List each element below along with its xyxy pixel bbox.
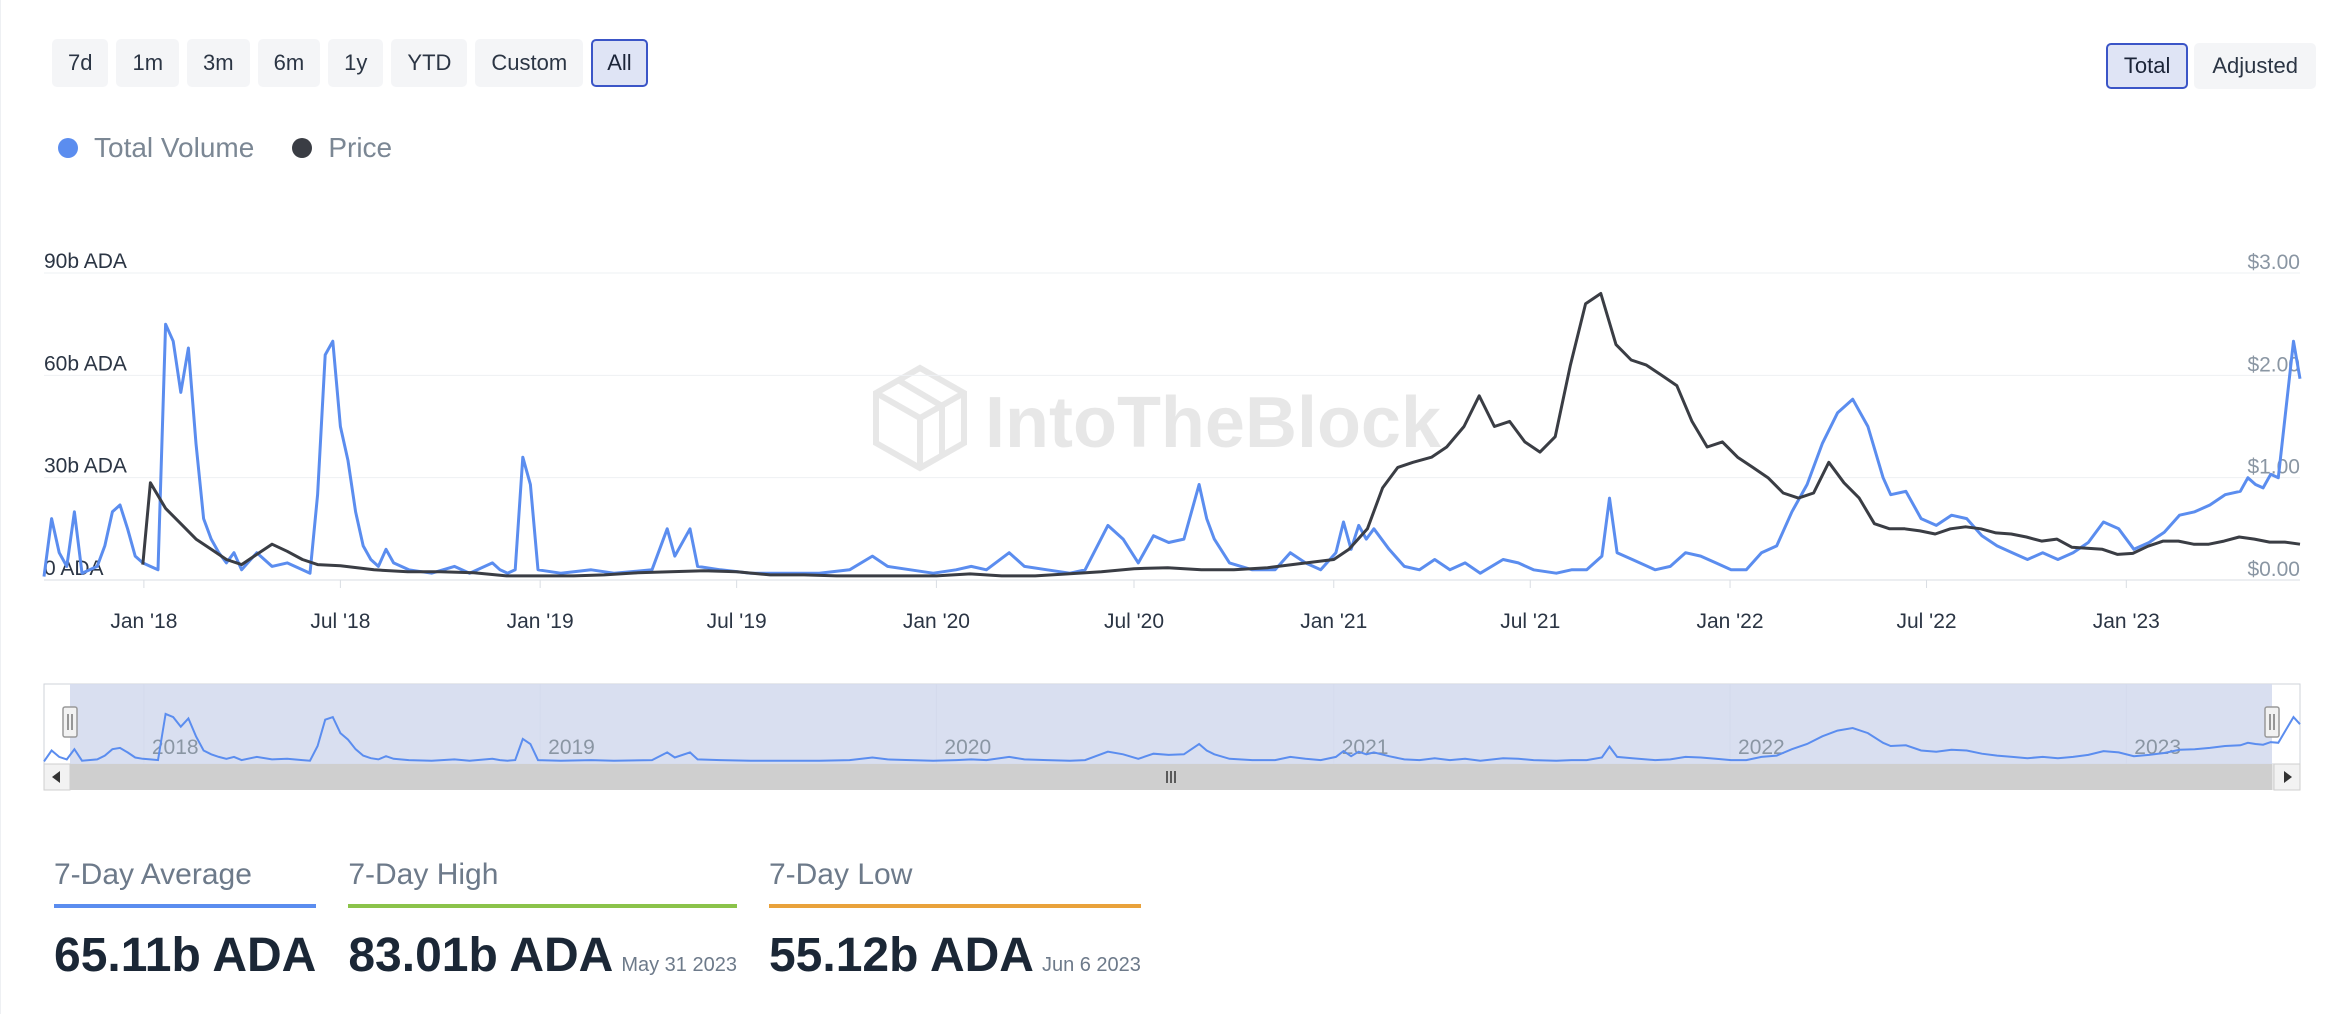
x-tick-label: Jan '21 <box>1300 610 1367 633</box>
x-tick-label: Jan '19 <box>507 610 574 633</box>
range-navigator[interactable]: 2018 2019 2020 2021 2022 2023 <box>43 683 2301 791</box>
total-volume-series-line[interactable] <box>42 322 2302 577</box>
x-tick-label: Jan '20 <box>903 610 970 633</box>
x-tick-label: Jan '23 <box>2093 610 2160 633</box>
price-series-line[interactable] <box>141 292 2301 578</box>
watermark-logo-icon <box>873 364 967 472</box>
legend-volume-dot <box>58 138 78 158</box>
scroll-left-button[interactable] <box>43 763 71 791</box>
scroll-left-arrow-icon <box>52 771 60 783</box>
y-left-tick-label: 30b ADA <box>44 455 127 478</box>
range-1m-button[interactable]: 1m <box>116 39 180 87</box>
range-selector: 7d 1m 3m 6m 1y YTD Custom All <box>52 39 648 87</box>
stat-average-label: 7-Day Average <box>54 858 252 891</box>
x-tick-label: Jul '19 <box>707 610 767 633</box>
watermark-text: IntoTheBlock <box>985 383 1442 463</box>
x-tick-label: Jul '22 <box>1897 610 1957 633</box>
legend-price-dot <box>292 138 313 158</box>
stat-low-value: 55.12b ADA <box>768 929 1034 982</box>
navigator-year-label: 2018 <box>152 736 199 759</box>
navigator-year-label: 2023 <box>2134 736 2181 759</box>
range-7d-button[interactable]: 7d <box>52 39 109 87</box>
legend-volume-label: Total Volume <box>94 132 255 163</box>
stat-low-underline <box>768 904 1141 908</box>
navigator-year-label: 2022 <box>1738 736 1785 759</box>
stats-row: 7-Day Average 65.11b ADA 7-Day High 83.0… <box>54 858 1141 983</box>
series-layer <box>42 292 2302 578</box>
stat-low-date: Jun 6 2023 <box>1041 954 1141 976</box>
y-axis-left: 0 ADA 30b ADA 60b ADA 90b ADA <box>44 250 127 580</box>
y-right-tick-label: $2.00 <box>2247 353 2300 376</box>
navigator-left-handle[interactable] <box>62 706 78 738</box>
navigator-volume-line <box>43 712 2301 762</box>
scrollbar-grip-icon <box>1166 771 1176 783</box>
stat-high-value: 83.01b ADA <box>348 929 614 982</box>
stat-high-date: May 31 2023 <box>621 954 737 976</box>
navigator-right-handle[interactable] <box>2264 706 2280 738</box>
x-tick-label: Jan '22 <box>1696 610 1763 633</box>
range-custom-button[interactable]: Custom <box>475 39 584 87</box>
range-3m-button[interactable]: 3m <box>187 39 250 87</box>
x-tick-label: Jul '20 <box>1104 610 1164 633</box>
y-right-tick-label: $3.00 <box>2247 251 2300 274</box>
stat-average-value: 65.11b ADA <box>54 929 317 982</box>
legend-price-label: Price <box>328 132 393 163</box>
total-mode-button[interactable]: Total <box>2105 43 2189 89</box>
range-ytd-button[interactable]: YTD <box>391 39 468 87</box>
y-right-tick-label: $1.00 <box>2247 456 2300 479</box>
mode-selector: Total Adjusted <box>2105 43 2316 89</box>
x-tick-label: Jul '18 <box>310 610 370 633</box>
stat-high-label: 7-Day High <box>348 858 499 891</box>
range-1y-button[interactable]: 1y <box>328 39 384 87</box>
legend-price[interactable]: Price <box>292 132 392 164</box>
y-right-tick-label: $0.00 <box>2247 558 2300 581</box>
x-tick-label: Jan '18 <box>110 610 177 633</box>
scroll-right-arrow-icon <box>2284 771 2292 783</box>
y-left-tick-label: 90b ADA <box>44 250 127 273</box>
stat-low-label: 7-Day Low <box>768 858 913 891</box>
chart-legend: Total Volume Price <box>58 132 392 164</box>
stat-7day-high: 7-Day High 83.01b ADA May 31 2023 <box>348 858 737 983</box>
stat-average-underline <box>54 904 317 908</box>
x-tick-label: Jul '21 <box>1500 610 1560 633</box>
navigator-year-label: 2020 <box>944 736 991 759</box>
range-all-button[interactable]: All <box>591 39 648 87</box>
y-left-tick-label: 60b ADA <box>44 352 127 375</box>
legend-total-volume[interactable]: Total Volume <box>58 132 254 164</box>
range-6m-button[interactable]: 6m <box>257 39 321 87</box>
y-left-tick-label: 0 ADA <box>44 557 104 580</box>
stat-7day-low: 7-Day Low 55.12b ADA Jun 6 2023 <box>768 858 1141 983</box>
adjusted-mode-button[interactable]: Adjusted <box>2194 43 2316 89</box>
x-axis: Jan '18 Jul '18 Jan '19 Jul '19 Jan '20 Jul '… <box>110 580 2160 633</box>
stat-7day-average: 7-Day Average 65.11b ADA <box>54 858 317 983</box>
stat-high-underline <box>348 904 737 908</box>
watermark: IntoTheBlock <box>873 364 1442 472</box>
navigator-selection[interactable] <box>70 684 2272 764</box>
chart-grid <box>44 272 2300 581</box>
navigator-year-label: 2019 <box>548 736 595 759</box>
y-axis-right: $0.00 $1.00 $2.00 $3.00 <box>2247 251 2300 581</box>
navigator-labels: 2018 2019 2020 2021 2022 2023 <box>152 736 2181 759</box>
